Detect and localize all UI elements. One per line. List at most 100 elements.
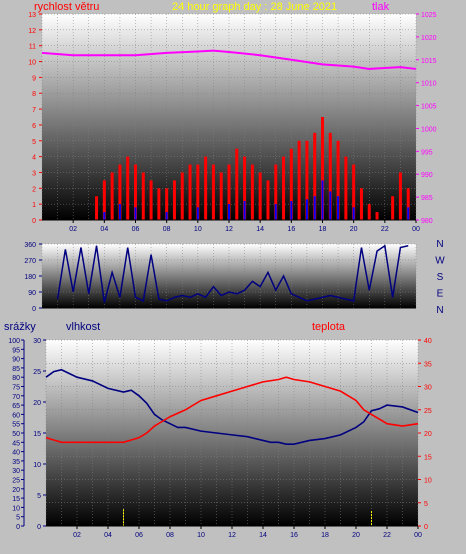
wind-bar <box>336 140 340 220</box>
temperature-tick-label: 20 <box>424 431 432 438</box>
y-tick-label-left: 6 <box>32 123 36 130</box>
y-tick-label-right: 1005 <box>421 104 437 111</box>
temperature-tick-label: 10 <box>424 478 432 485</box>
wind-pressure-panel: 02 04 06 08 10 12 14 16 18 20 22 000123456789101112… <box>28 12 436 233</box>
wind-direction-line <box>56 244 409 303</box>
wind-bar <box>243 156 247 220</box>
wind-bar <box>196 207 199 220</box>
rain-label: srážky <box>4 321 36 333</box>
temperature-tick-label: 5 <box>424 501 428 508</box>
rain-tick-label: 55 <box>12 422 20 429</box>
y-tick-label-right: 1025 <box>421 12 437 19</box>
y-tick-label-left: 1 <box>32 202 36 209</box>
wind-bar <box>204 156 208 220</box>
wind-bar <box>282 156 286 220</box>
temperature-tick-label: 0 <box>424 524 428 531</box>
rain-tick-label: 35 <box>12 459 20 466</box>
rain-tick-label: 45 <box>12 440 20 447</box>
y-tick-label-left: 360 <box>24 242 36 249</box>
x-tick-label: 06 <box>132 226 140 233</box>
wind-bar <box>337 196 340 220</box>
y-tick-label-left: 3 <box>32 170 36 177</box>
wind-bar <box>375 212 379 220</box>
x-tick-label: 02 <box>69 226 77 233</box>
wind-speed-label: rychlost větru <box>34 1 99 13</box>
y-tick-label-left: 4 <box>32 155 36 162</box>
x-tick-label: 18 <box>321 532 329 539</box>
wind-bar <box>165 212 168 220</box>
wind-bar <box>305 140 309 220</box>
y-tick-label-left: 11 <box>29 44 36 51</box>
rain-tick-label: 70 <box>12 394 20 401</box>
y-tick-label-right: 1015 <box>421 58 437 65</box>
wind-bar <box>172 180 176 220</box>
wind-bar <box>329 191 332 220</box>
x-tick-label: 16 <box>287 226 295 233</box>
y-tick-label-left: 10 <box>28 60 36 67</box>
x-tick-label: 08 <box>166 532 174 539</box>
wind-bar <box>313 196 316 220</box>
y-tick-label-left: 180 <box>24 274 36 281</box>
wind-bar <box>352 207 355 220</box>
wind-bar <box>297 140 301 220</box>
wind-bar <box>305 199 308 220</box>
humidity-line <box>45 368 419 445</box>
direction-label: W <box>435 256 445 267</box>
humidity-tick-label: 25 <box>33 369 41 376</box>
y-tick-label-left: 90 <box>28 290 36 297</box>
x-tick-label: 22 <box>383 532 391 539</box>
y-tick-label-right: 990 <box>421 172 433 179</box>
x-tick-label: 02 <box>73 532 81 539</box>
temperature-line <box>45 376 419 444</box>
y-tick-label-left: 0 <box>32 218 36 225</box>
wind-bar <box>235 148 239 220</box>
x-tick-label: 16 <box>290 532 298 539</box>
rain-tick-label: 5 <box>16 515 20 522</box>
temperature-tick-label: 35 <box>424 361 432 368</box>
rain-tick-label: 100 <box>8 338 20 345</box>
wind-bar <box>266 180 270 220</box>
y-tick-label-left: 8 <box>32 91 36 98</box>
y-tick-label-left: 12 <box>28 28 36 35</box>
wind-bar <box>391 196 395 220</box>
wind-bar <box>211 164 215 220</box>
wind-bar <box>149 180 153 220</box>
temperature-tick-label: 15 <box>424 454 432 461</box>
x-tick-label: 12 <box>228 532 236 539</box>
wind-bar <box>118 164 122 220</box>
wind-bar <box>250 164 254 220</box>
wind-bar <box>328 132 332 220</box>
wind-bar <box>289 148 293 220</box>
wind-bar <box>274 164 278 220</box>
humidity-tick-label: 0 <box>37 524 41 531</box>
wind-bar <box>118 204 121 220</box>
humidity-tick-label: 10 <box>33 462 41 469</box>
x-tick-label: 08 <box>163 226 171 233</box>
wind-bar <box>134 164 137 220</box>
wind-bar <box>165 188 169 220</box>
y-tick-label-left: 13 <box>28 12 36 19</box>
humidity-tick-label: 30 <box>33 338 41 345</box>
y-tick-label-left: 9 <box>32 75 36 82</box>
temperature-tick-label: 25 <box>424 408 432 415</box>
wind-bar <box>367 204 371 220</box>
wind-bar <box>258 172 262 220</box>
y-tick-label-right: 995 <box>421 149 433 156</box>
x-tick-label: 00 <box>414 532 422 539</box>
wind-bar <box>290 200 293 220</box>
wind-bar <box>274 204 277 220</box>
direction-label: S <box>437 272 444 283</box>
y-tick-label-right: 1020 <box>421 35 437 42</box>
x-tick-label: 20 <box>352 532 360 539</box>
wind-bar <box>352 164 356 220</box>
rain-tick-label: 15 <box>12 496 20 503</box>
wind-bar <box>110 172 114 220</box>
x-tick-label: 10 <box>197 532 205 539</box>
humidity-tick-label: 20 <box>33 400 41 407</box>
direction-label: N <box>436 239 443 250</box>
wind-bar <box>196 164 200 220</box>
y-tick-label-right: 1010 <box>421 81 437 88</box>
x-tick-label: 10 <box>194 226 202 233</box>
y-tick-label-right: 985 <box>421 195 433 202</box>
